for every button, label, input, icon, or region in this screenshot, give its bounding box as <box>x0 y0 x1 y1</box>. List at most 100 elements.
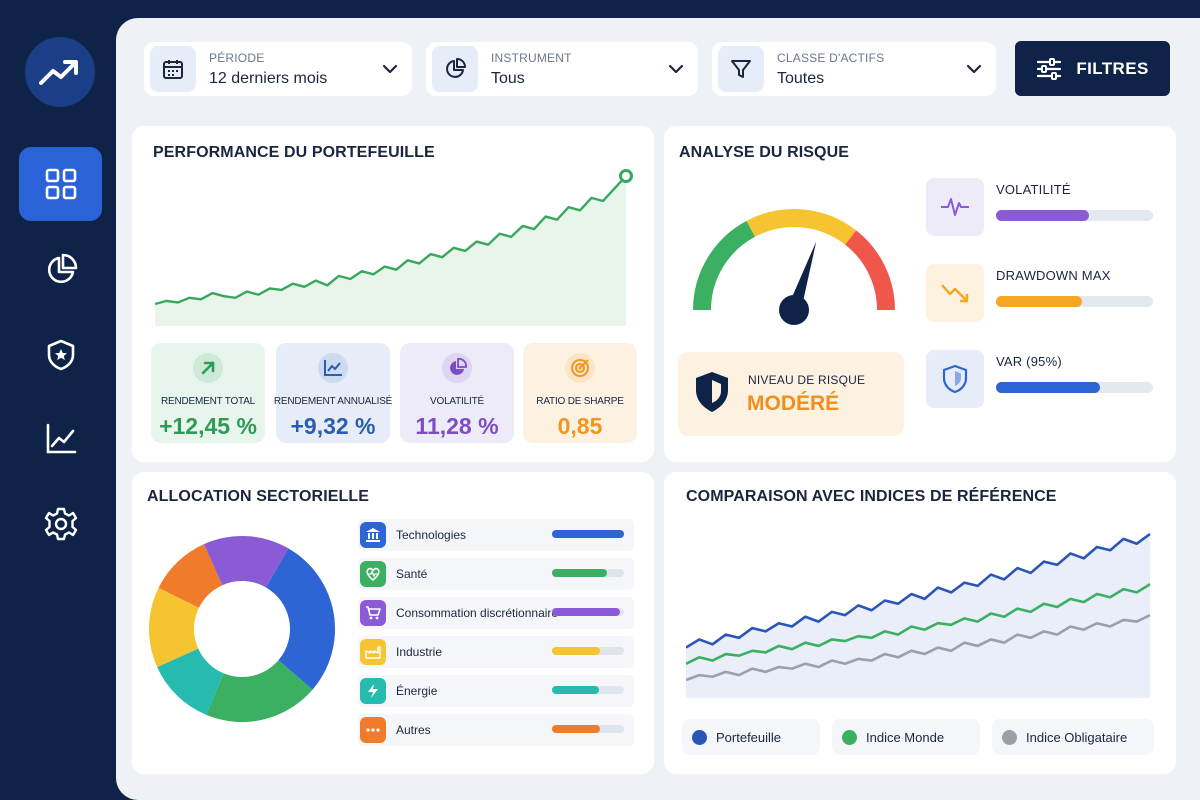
trend-up-icon <box>39 60 78 85</box>
sector-bar-track <box>552 530 624 538</box>
sector-row[interactable]: Industrie <box>358 636 634 668</box>
legend-item[interactable]: Portefeuille <box>682 719 820 755</box>
risk-indicator-label: VAR (95%) <box>996 354 1062 369</box>
trend-icon <box>318 353 348 383</box>
legend-item[interactable]: Indice Monde <box>832 719 980 755</box>
metric-label: RATIO DE SHARPE <box>536 396 624 407</box>
allocation-donut-chart <box>149 536 335 722</box>
risk-level-label: NIVEAU DE RISQUE <box>748 373 866 387</box>
risk-title: ANALYSE DU RISQUE <box>679 144 850 161</box>
metric-card: RENDEMENT TOTAL +12,45 % <box>151 343 265 443</box>
period-filter-value: 12 derniers mois <box>209 69 328 87</box>
sidebar-item-analytics[interactable] <box>19 402 102 476</box>
filters-button[interactable]: FILTRES <box>1015 41 1170 96</box>
pulse-icon <box>926 178 984 236</box>
sidebar-item-risk[interactable] <box>19 318 102 392</box>
instrument-filter-label: INSTRUMENT <box>491 50 572 65</box>
risk-indicator: VAR (95%) <box>926 350 1166 408</box>
sector-row[interactable]: Santé <box>358 558 634 590</box>
sector-bar-fill <box>552 647 600 655</box>
sidebar-item-dashboard[interactable] <box>19 147 102 221</box>
gauge-segment-low <box>693 220 756 311</box>
legend-dot <box>842 729 857 745</box>
sector-label: Industrie <box>396 645 443 659</box>
sidebar-item-allocation[interactable] <box>19 233 102 307</box>
sector-bar-track <box>552 608 624 616</box>
performance-chart <box>154 169 633 326</box>
calendar-icon <box>150 46 196 92</box>
sector-row[interactable]: Autres <box>358 714 634 746</box>
gauge-segment-high <box>844 230 895 311</box>
sector-bar-track <box>552 725 624 733</box>
chevron-down-icon[interactable] <box>382 61 398 77</box>
legend-item[interactable]: Indice Obligataire <box>992 719 1154 755</box>
sector-label: Consommation discrétionnaire <box>396 606 559 620</box>
legend-label: Indice Obligataire <box>1026 729 1128 745</box>
risk-indicator: VOLATILITÉ <box>926 178 1166 236</box>
sidebar-item-settings[interactable] <box>19 487 102 561</box>
sector-row[interactable]: Énergie <box>358 675 634 707</box>
metric-value: 11,28 % <box>415 413 499 439</box>
donut-slice <box>203 536 289 588</box>
sector-bar-fill <box>552 608 621 616</box>
sector-bar-fill <box>552 569 608 577</box>
logo[interactable] <box>25 37 95 107</box>
legend-label: Portefeuille <box>716 729 782 745</box>
comparison-line-1 <box>686 532 1151 649</box>
period-filter[interactable]: PÉRIODE 12 derniers mois <box>144 42 412 96</box>
donut-slice <box>157 648 224 715</box>
sliders-icon <box>1037 57 1062 80</box>
allocation-title: ALLOCATION SECTORIELLE <box>147 488 370 505</box>
performance-card: PERFORMANCE DU PORTEFEUILLE RENDEMENT TO… <box>132 126 654 462</box>
risk-indicator-track <box>996 296 1153 307</box>
risk-indicator-label: DRAWDOWN MAX <box>996 268 1111 283</box>
asset-class-filter-value: Toutes <box>777 69 825 87</box>
gauge-needle <box>787 241 817 313</box>
sector-bar-track <box>552 686 624 694</box>
comparison-line-3 <box>686 613 1151 682</box>
performance-area <box>155 176 626 326</box>
risk-indicator: DRAWDOWN MAX <box>926 264 1166 322</box>
sector-label: Autres <box>396 723 431 737</box>
pie-chart-icon <box>47 253 77 284</box>
shield-icon <box>696 372 728 412</box>
funnel-icon <box>718 46 764 92</box>
metric-label: VOLATILITÉ <box>430 396 484 407</box>
heart-icon <box>360 561 386 587</box>
metric-card: RENDEMENT ANNUALISÉ +9,32 % <box>274 343 392 443</box>
main-panel: PÉRIODE 12 derniers mois INSTRUMENT Tous… <box>116 18 1200 800</box>
sector-row[interactable]: Consommation discrétionnaire <box>358 597 634 629</box>
shield-icon <box>926 350 984 408</box>
legend-dot <box>692 729 707 745</box>
asset-class-filter-label: CLASSE D'ACTIFS <box>777 50 885 65</box>
grid-icon <box>45 168 76 200</box>
trend-down-icon <box>926 264 984 322</box>
sector-label: Énergie <box>396 684 438 698</box>
performance-line <box>154 175 627 306</box>
risk-indicator-fill <box>996 210 1089 221</box>
factory-icon <box>360 639 386 665</box>
donut-slice <box>206 660 313 722</box>
bolt-icon <box>360 678 386 704</box>
comparison-chart <box>686 532 1151 698</box>
asset-class-filter[interactable]: CLASSE D'ACTIFS Toutes <box>712 42 996 96</box>
cart-icon <box>360 600 386 626</box>
metric-label: RENDEMENT TOTAL <box>160 396 256 407</box>
comparison-title: COMPARAISON AVEC INDICES DE RÉFÉRENCE <box>686 488 1057 505</box>
performance-title: PERFORMANCE DU PORTEFEUILLE <box>153 144 435 161</box>
target-icon <box>565 353 595 383</box>
chevron-down-icon[interactable] <box>668 61 684 77</box>
risk-indicator-track <box>996 382 1153 393</box>
sector-bar-fill <box>552 725 601 733</box>
gauge-hub <box>779 295 809 325</box>
gear-icon <box>44 507 77 541</box>
sector-row[interactable]: Technologies <box>358 519 634 551</box>
metric-card: VOLATILITÉ 11,28 % <box>400 343 514 443</box>
sector-bar-track <box>552 647 624 655</box>
metric-card: RATIO DE SHARPE 0,85 <box>523 343 637 443</box>
line-chart-icon <box>46 423 76 454</box>
risk-level-box: NIVEAU DE RISQUE MODÉRÉ <box>678 352 904 436</box>
instrument-filter[interactable]: INSTRUMENT Tous <box>426 42 698 96</box>
filters-button-label: FILTRES <box>1076 58 1149 78</box>
chevron-down-icon[interactable] <box>966 61 982 77</box>
